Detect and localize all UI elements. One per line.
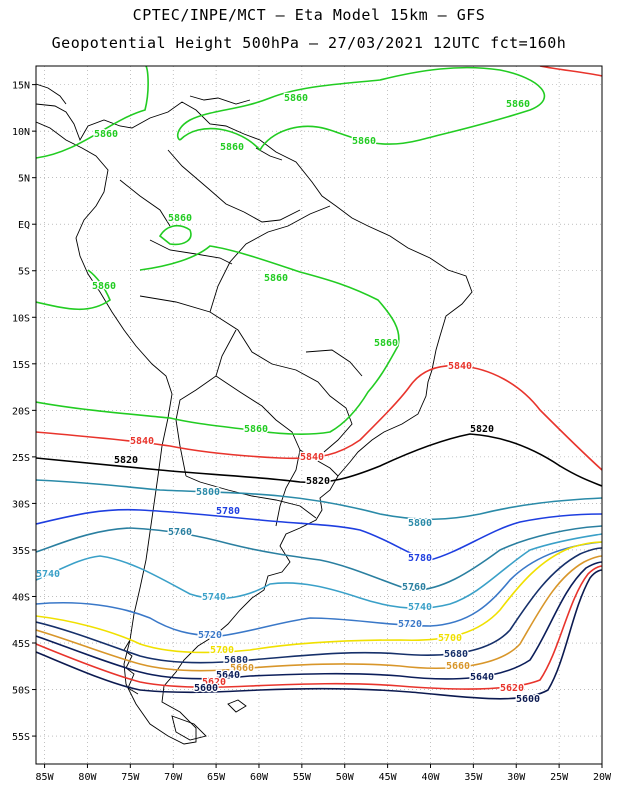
contour-label-5700: 5700 (210, 645, 234, 656)
contour-label-5640: 5640 (470, 672, 494, 683)
lat-tick-label: 20S (12, 406, 30, 417)
contour-label-5840: 5840 (130, 436, 154, 447)
contour-5860 (176, 66, 546, 152)
contour-label-5740: 5740 (36, 569, 60, 580)
contour-label-5620: 5620 (202, 677, 226, 688)
lon-tick-label: 25W (550, 772, 569, 783)
contour-label-5720: 5720 (198, 630, 222, 641)
lat-tick-label: 25S (12, 453, 30, 464)
contour-5740 (36, 533, 602, 610)
lon-tick-label: 40W (421, 772, 440, 783)
lat-tick-label: 30S (12, 499, 30, 510)
contour-5760 (36, 525, 602, 591)
lon-tick-label: 85W (36, 772, 55, 783)
lat-tick-label: 10S (12, 313, 30, 324)
contour-label-5860: 5860 (220, 142, 244, 153)
lat-tick-label: 15S (12, 360, 30, 371)
gridlines (36, 66, 603, 764)
contour-label-5720: 5720 (398, 619, 422, 630)
contour-5800 (36, 479, 602, 521)
contour-label-5600: 5600 (194, 683, 218, 694)
contour-5860 (36, 66, 149, 159)
contour-label-5680: 5680 (444, 649, 468, 660)
axis-ticks: 85W 80W 75W 70W 65W 60W 55W 50W 45W 40W 35W 30W 25W 2… (12, 81, 612, 783)
contour-label-5860: 5860 (506, 99, 530, 110)
contour-label-5860: 5860 (352, 136, 376, 147)
contour-5860 (36, 245, 400, 435)
contour-label-5860: 5860 (374, 338, 398, 349)
contour-5660 (36, 555, 602, 672)
title-line-2: Geopotential Height 500hPa – 27/03/2021 … (51, 34, 567, 52)
lon-tick-label: 45W (379, 772, 398, 783)
contour-label-5780: 5780 (216, 506, 240, 517)
lon-tick-label: 70W (164, 772, 183, 783)
contour-label-5640: 5640 (216, 670, 240, 681)
lon-tick-label: 30W (507, 772, 526, 783)
contour-5840 (36, 364, 602, 471)
contour-5780 (36, 508, 602, 561)
contour-5700 (36, 541, 602, 654)
contour-label-5760: 5760 (402, 582, 426, 593)
coastline (36, 83, 473, 745)
contour-lines (36, 66, 602, 700)
contour-label-5860: 5860 (168, 213, 192, 224)
contour-label-5740: 5740 (408, 602, 432, 613)
contour-label-5660: 5660 (446, 661, 470, 672)
contour-label-5820: 5820 (470, 424, 494, 435)
contour-5600 (36, 569, 602, 700)
contour-5840 (539, 66, 602, 77)
lat-tick-label: 50S (12, 686, 30, 697)
contour-label-5860: 5860 (264, 273, 288, 284)
lon-tick-label: 35W (464, 772, 483, 783)
contour-5860 (36, 269, 111, 311)
contour-label-5800: 5800 (196, 487, 220, 498)
lat-tick-label: 55S (12, 732, 30, 743)
lon-tick-label: 65W (207, 772, 226, 783)
contour-label-5680: 5680 (224, 655, 248, 666)
contour-label-5820: 5820 (306, 476, 330, 487)
lat-tick-label: 40S (12, 592, 30, 603)
contour-labels: 5860 5860 5860 5860 5860 5860 5860 5860 5860 5860… (35, 92, 542, 707)
contour-label-5600: 5600 (516, 694, 540, 705)
lon-tick-label: 60W (250, 772, 269, 783)
lat-tick-label: EQ (18, 220, 30, 231)
plot-frame (35, 65, 603, 765)
contour-5640 (36, 561, 602, 680)
contour-label-5860: 5860 (244, 424, 268, 435)
title-line-1: CPTEC/INPE/MCT – Eta Model 15km – GFS (132, 6, 486, 24)
contour-label-5780: 5780 (408, 553, 432, 564)
lat-tick-label: 5S (18, 267, 30, 278)
lon-tick-label: 75W (121, 772, 140, 783)
lon-tick-label: 55W (293, 772, 312, 783)
contour-label-5860: 5860 (94, 129, 118, 140)
lon-tick-label: 80W (78, 772, 97, 783)
contour-5720 (36, 541, 602, 637)
contour-label-5820: 5820 (114, 455, 138, 466)
lat-tick-label: 10N (12, 127, 30, 138)
contour-label-5840: 5840 (448, 361, 472, 372)
contour-label-5740: 5740 (202, 592, 226, 603)
lon-tick-label: 50W (336, 772, 355, 783)
contour-5820 (36, 433, 602, 487)
contour-label-5620: 5620 (500, 683, 524, 694)
contour-5680 (36, 547, 602, 664)
contour-5620 (36, 565, 602, 690)
contour-label-5860: 5860 (284, 93, 308, 104)
contour-label-5660: 5660 (230, 663, 254, 674)
lat-tick-label: 15N (12, 81, 30, 92)
lat-tick-label: 45S (12, 639, 30, 650)
contour-label-5800: 5800 (408, 518, 432, 529)
contour-label-5840: 5840 (300, 452, 324, 463)
contour-5860 (158, 224, 192, 246)
lat-tick-label: 5N (18, 174, 30, 185)
contour-label-5860: 5860 (92, 281, 116, 292)
lat-tick-label: 35S (12, 546, 30, 557)
lon-tick-label: 20W (593, 772, 612, 783)
contour-label-5760: 5760 (168, 527, 192, 538)
contour-label-5700: 5700 (438, 633, 462, 644)
